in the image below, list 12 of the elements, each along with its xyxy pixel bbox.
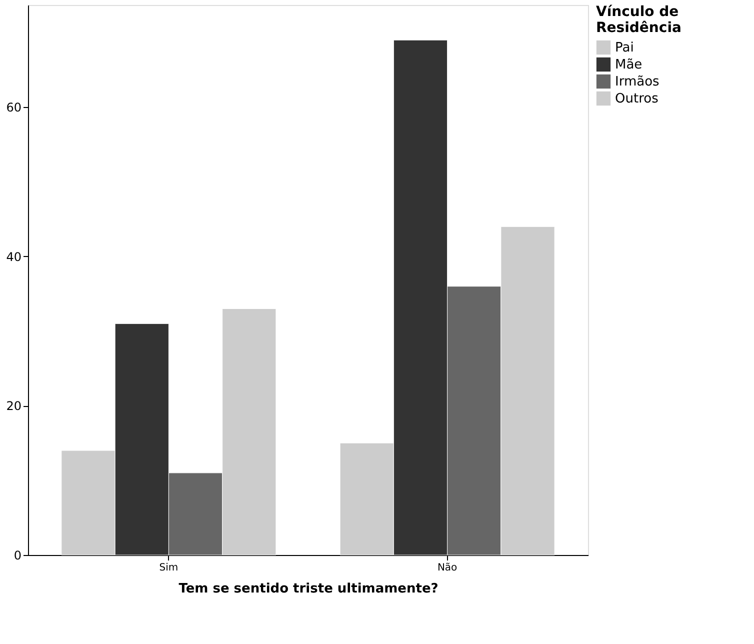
y-tick-label: 60 <box>6 100 22 115</box>
legend-label: Pai <box>615 40 634 56</box>
legend-label: Irmãos <box>615 74 660 90</box>
y-tick-label: 20 <box>6 399 22 414</box>
x-axis-title: Tem se sentido triste ultimamente? <box>178 582 438 596</box>
y-tick-label: 40 <box>6 250 22 264</box>
x-tick-label: Sim <box>159 562 178 574</box>
y-tick-label: 0 <box>14 548 22 562</box>
legend-label: Mãe <box>615 58 642 72</box>
legend-title: Vínculo de Residência <box>596 4 682 36</box>
legend-label: Outros <box>615 92 659 106</box>
x-tick-label: Não <box>437 562 458 574</box>
